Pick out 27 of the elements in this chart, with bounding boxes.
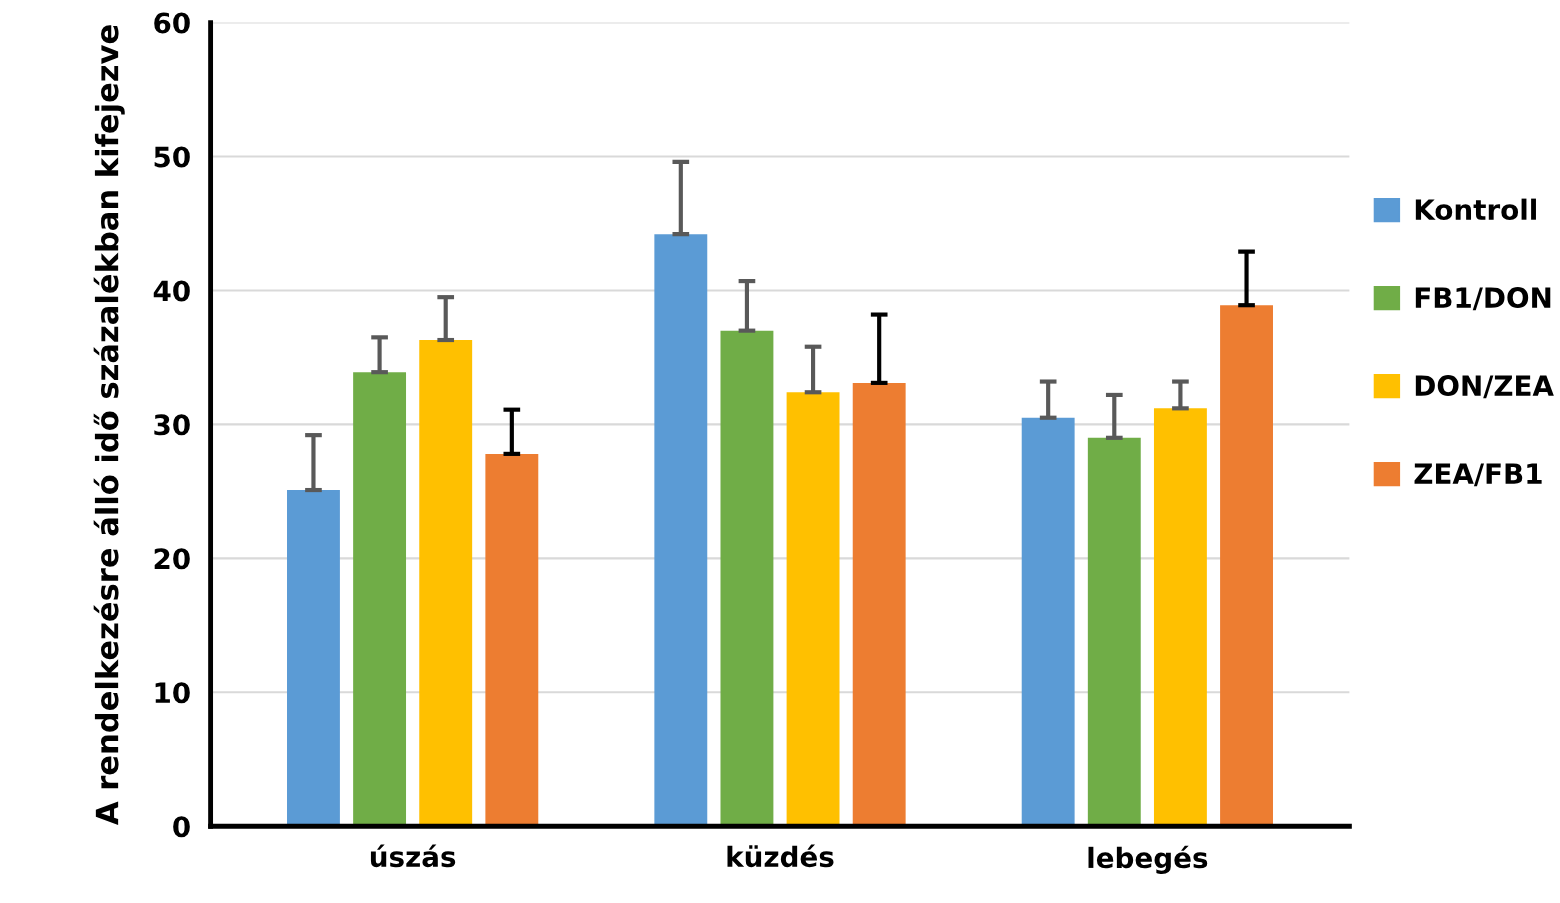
y-tick-label: 60 [154,12,190,34]
y-tick-label: 30 [154,414,190,436]
y-axis-title: A rendelkezésre álló idő százalékban kifejezve [93,25,125,825]
bar [353,372,407,827]
bar [1021,417,1075,827]
bar [287,490,340,827]
x-tick-label: úszás [370,844,456,868]
bar [485,453,539,827]
legend-label: FB1/DON [1415,287,1551,311]
bar [1153,408,1207,827]
bar [1087,437,1141,827]
bar [786,392,840,827]
bar [852,382,906,827]
bar [1220,305,1273,827]
bar [654,234,708,827]
y-tick-label: 40 [153,280,190,302]
bar [720,330,774,827]
legend-label: ZEA/FB1 [1414,463,1542,487]
y-tick-label: 10 [155,682,190,704]
bar [419,340,473,827]
y-tick-label: 20 [154,548,190,570]
x-tick-label: küzdés [727,844,834,868]
y-tick-label: 50 [154,146,190,168]
x-tick-label: lebegés [1088,845,1208,874]
legend-label: DON/ZEA [1415,375,1554,399]
y-tick-label: 0 [173,816,190,838]
legend-label: Kontroll [1415,198,1536,221]
